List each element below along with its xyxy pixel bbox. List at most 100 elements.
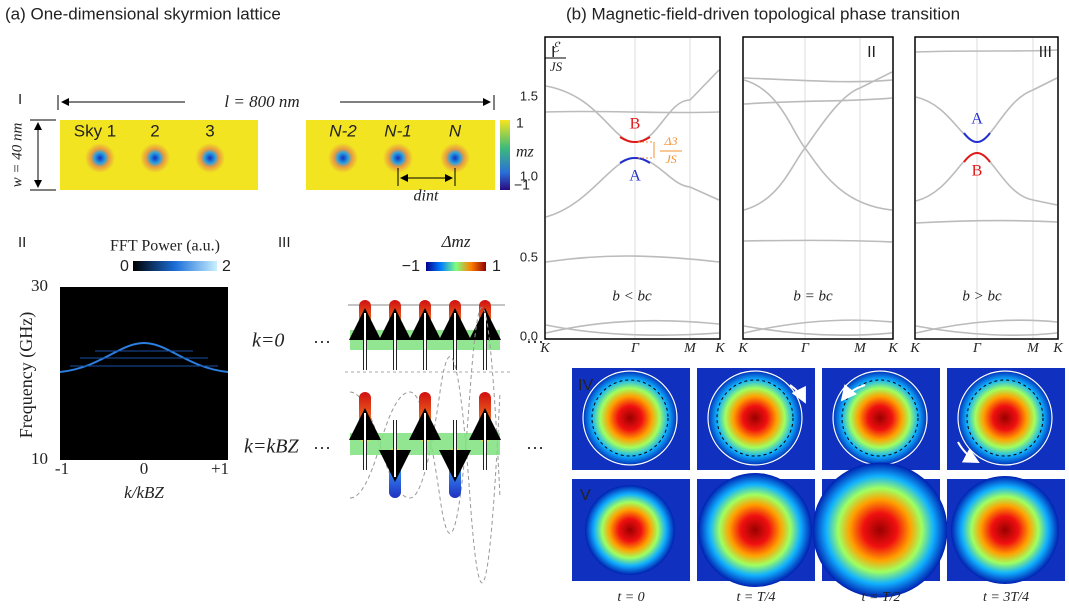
length-label: l = 800 nm xyxy=(224,92,299,111)
band-curve xyxy=(915,319,1058,336)
x-tick-label: Γ xyxy=(972,341,982,356)
y-tick-label: 30 xyxy=(31,276,48,295)
band-curve xyxy=(743,319,893,336)
band-curve xyxy=(545,110,720,114)
plot-frame xyxy=(544,36,721,340)
plot-label: II xyxy=(867,44,876,61)
colorbar-title: FFT Power (a.u.) xyxy=(110,238,220,255)
x-tick-label: 0 xyxy=(140,459,149,478)
ellipsis: ··· xyxy=(526,437,544,457)
band-plot xyxy=(742,36,894,340)
band-plot xyxy=(914,36,1059,340)
plot-frame xyxy=(742,36,894,340)
skyrmion xyxy=(440,143,470,173)
x-tick-label: Γ xyxy=(630,341,640,356)
mode-core xyxy=(707,370,803,466)
skyrmion-label: N-1 xyxy=(384,121,411,140)
colorbar-min: 0 xyxy=(120,258,129,275)
skyrmion xyxy=(328,143,358,173)
mode-core xyxy=(812,462,948,598)
x-tick-label: K xyxy=(1052,341,1063,356)
colorbar-max: 1 xyxy=(516,115,524,131)
y-tick-label: 1.5 xyxy=(520,88,538,103)
spectrum xyxy=(60,287,228,460)
skyrmion xyxy=(140,143,170,173)
mode-images: t = 0 t = T/4 t = T/2 t = 3T/4 xyxy=(572,368,1065,605)
skyrmions xyxy=(85,143,470,173)
time-label: t = 0 xyxy=(617,590,644,605)
mode-core xyxy=(698,473,812,587)
row-label: k=0 xyxy=(252,330,284,352)
y-tick-label: 0.5 xyxy=(520,249,538,264)
band-plot xyxy=(544,36,721,340)
skyrmion xyxy=(85,143,115,173)
x-tick-label: K xyxy=(909,341,920,356)
skyrmion xyxy=(383,143,413,173)
dispersion xyxy=(59,341,229,373)
x-axis-label: k/kBZ xyxy=(124,483,164,502)
colorbar-max: 2 xyxy=(222,258,231,275)
y-tick-label: 0.0 xyxy=(520,328,538,343)
orbit xyxy=(966,379,1044,457)
colorbar-max: 1 xyxy=(492,258,501,275)
ellipsis: ··· xyxy=(313,437,331,457)
x-tick-label: K xyxy=(737,341,748,356)
y-tick-label: 10 xyxy=(31,449,48,468)
ellipsis: ··· xyxy=(313,331,331,351)
x-tick-label: M xyxy=(853,341,867,356)
band-curve xyxy=(545,255,720,263)
skyrmion-label: 3 xyxy=(205,121,214,140)
skyrmion-label: N-2 xyxy=(329,121,357,140)
orbit xyxy=(841,379,919,457)
time-label: t = 3T/4 xyxy=(983,590,1029,605)
skyrmion-label: 2 xyxy=(150,121,159,140)
width-label: w = 40 nm xyxy=(9,122,25,187)
rotation-arrow xyxy=(957,441,980,463)
time-label: t = T/4 xyxy=(736,590,775,605)
section-label: I xyxy=(18,91,22,108)
band-label: B xyxy=(972,163,983,180)
colorbar-min: −1 xyxy=(402,258,420,275)
x-tick-label: +1 xyxy=(211,459,229,478)
x-tick-label: -1 xyxy=(55,459,69,478)
colorbar xyxy=(426,262,486,271)
mode-core xyxy=(582,370,678,466)
plot-frame xyxy=(914,36,1059,340)
colorbar xyxy=(133,261,217,271)
condition: b < bc xyxy=(612,288,652,304)
band-curve xyxy=(743,71,893,211)
orbit xyxy=(957,370,1053,466)
band-label: A xyxy=(971,111,983,128)
plot-label: III xyxy=(1039,44,1052,61)
x-tick-label: K xyxy=(714,341,725,356)
colorbar xyxy=(500,120,510,190)
band-curve xyxy=(915,219,1058,224)
colorbar-min: −1 xyxy=(514,177,530,193)
gap-denominator: JS xyxy=(665,152,676,166)
gap-numerator: Δ3 xyxy=(663,134,677,148)
section-label: III xyxy=(278,234,291,251)
skyrmion-label: N xyxy=(449,121,462,140)
mode-line xyxy=(59,341,229,373)
rotation-arrow xyxy=(840,384,866,402)
mode-core xyxy=(585,485,675,575)
panel-title: (a) One-dimensional skyrmion lattice xyxy=(5,4,281,23)
ellipsis: ··· xyxy=(526,331,544,351)
row-label: k=kBZ xyxy=(244,436,299,458)
x-tick-label: M xyxy=(1026,341,1040,356)
condition: b > bc xyxy=(962,288,1002,304)
band-curve xyxy=(915,49,1058,53)
y-label-denominator: JS xyxy=(550,59,563,74)
panel-title: (b) Magnetic-field-driven topological ph… xyxy=(566,4,960,23)
band-highlight xyxy=(619,156,651,164)
band-curve xyxy=(915,152,1058,206)
x-tick-label: K xyxy=(887,341,898,356)
row-label: V xyxy=(580,487,591,504)
orbit xyxy=(582,370,678,466)
mode-line xyxy=(70,350,218,367)
plot-label: I xyxy=(551,44,555,61)
spin-chain xyxy=(348,300,505,370)
row-label: IV xyxy=(578,377,593,394)
